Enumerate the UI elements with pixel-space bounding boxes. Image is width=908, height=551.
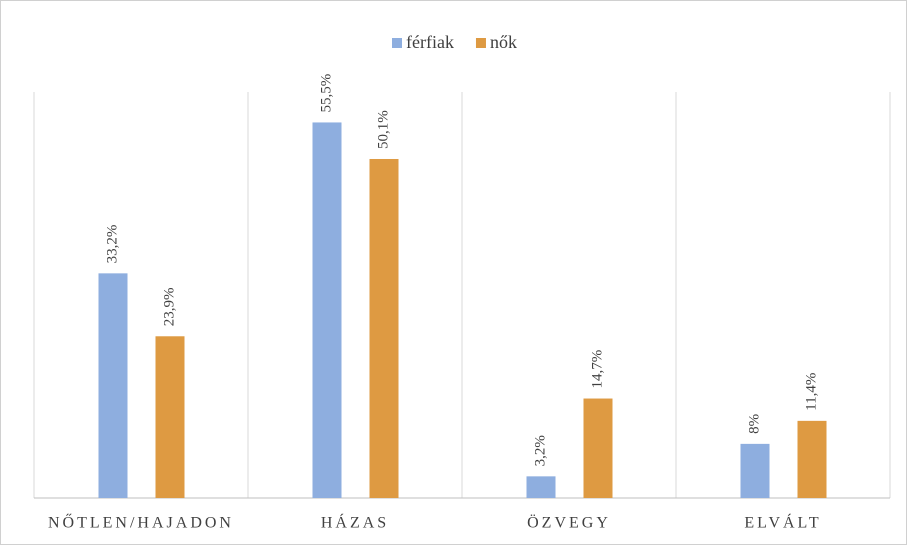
data-label: 33,2% <box>104 225 120 264</box>
bar <box>312 122 342 498</box>
data-label: 3,2% <box>532 435 548 466</box>
x-tick-label: HÁZAS <box>321 513 389 532</box>
x-tick-label: ÖZVEGY <box>527 514 611 532</box>
bar <box>155 336 185 498</box>
legend-label: nők <box>490 32 517 52</box>
legend-swatch <box>475 38 486 48</box>
data-label: 23,9% <box>161 288 177 327</box>
bar <box>583 398 613 498</box>
legend-swatch <box>392 38 402 48</box>
bar <box>526 476 556 498</box>
data-label: 8% <box>746 414 762 434</box>
x-tick-label: ELVÁLT <box>744 513 821 532</box>
data-label: 50,1% <box>375 110 391 149</box>
data-label: 55,5% <box>318 74 334 113</box>
data-label: 14,7% <box>589 350 605 389</box>
x-tick-label: NŐTLEN/HAJADON <box>48 513 234 532</box>
bar <box>369 158 399 499</box>
data-label: 11,4% <box>803 373 819 411</box>
bar <box>797 420 827 498</box>
bar <box>740 443 770 498</box>
legend-label: férfiak <box>406 32 454 52</box>
bar <box>98 273 128 498</box>
